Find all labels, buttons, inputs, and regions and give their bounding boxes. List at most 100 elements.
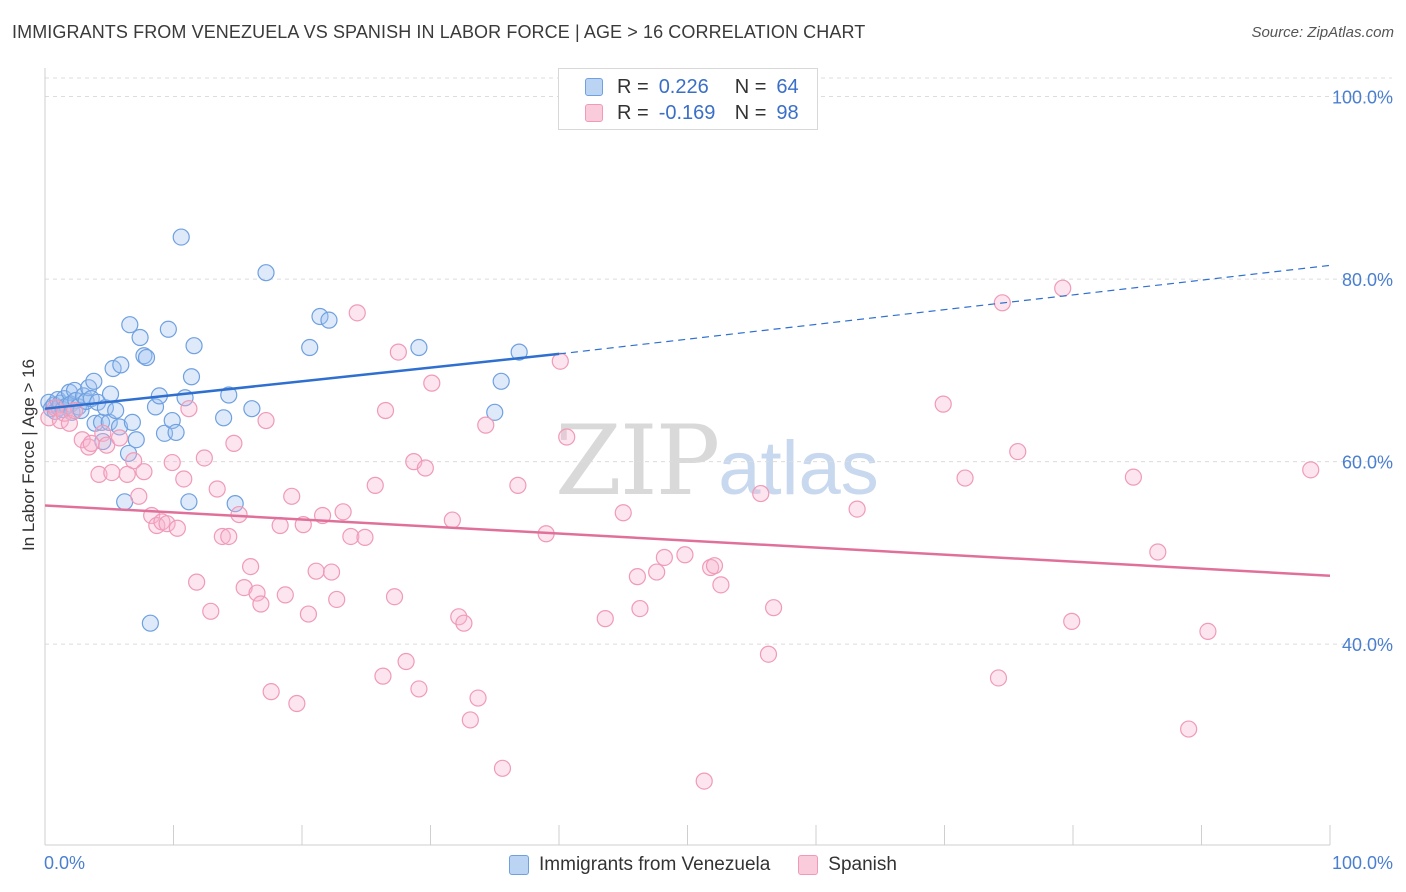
y-tick-label: 80.0% <box>1342 270 1393 290</box>
watermark-atlas: atlas <box>718 426 879 511</box>
venezuela-point <box>182 368 201 386</box>
source-label: Source: ZipAtlas.com <box>1251 24 1394 41</box>
spanish-point <box>389 343 407 361</box>
spanish-point <box>443 511 461 529</box>
spanish-point <box>110 429 129 447</box>
spanish-point <box>1302 461 1320 479</box>
spanish-point <box>202 602 220 620</box>
spanish-point <box>271 516 289 535</box>
venezuela-point <box>127 431 145 449</box>
r-value: 0.226 <box>658 75 709 98</box>
spanish-point <box>712 576 730 594</box>
spanish-point <box>60 414 79 432</box>
legend-row-venezuela: R = 0.226 N = 64 <box>585 75 799 99</box>
spanish-point <box>1054 279 1072 297</box>
spanish-point <box>461 711 479 729</box>
legend-item-spanish: Spanish <box>798 854 897 876</box>
spanish-point <box>655 548 673 567</box>
venezuela-legend-swatch <box>509 855 530 875</box>
y-tick-label: 60.0% <box>1342 453 1393 473</box>
spanish-point <box>235 578 253 597</box>
spanish-point <box>934 395 952 413</box>
x-tick-label: 100.0% <box>1332 853 1393 873</box>
venezuela-point <box>492 372 510 390</box>
spanish-point <box>1063 612 1081 630</box>
spanish-point <box>376 401 395 420</box>
spanish-point <box>248 584 266 602</box>
venezuela-trend-line <box>44 352 560 410</box>
venezuela-point <box>180 493 198 511</box>
venezuela-point <box>146 398 165 416</box>
venezuela-point <box>510 343 528 361</box>
venezuela-point <box>257 264 275 282</box>
spanish-legend-label: Spanish <box>828 854 897 875</box>
venezuela-point <box>410 338 428 357</box>
spanish-point <box>759 645 778 663</box>
venezuela-point <box>137 348 156 367</box>
spanish-point <box>90 465 108 484</box>
spanish-point <box>195 449 213 467</box>
spanish-point <box>252 595 270 613</box>
spanish-point <box>130 487 148 505</box>
spanish-point <box>596 610 614 628</box>
y-axis-title: In Labor Force | Age > 16 <box>19 359 38 551</box>
spanish-point <box>257 411 275 430</box>
spanish-point <box>135 463 153 481</box>
venezuela-point <box>131 328 149 347</box>
spanish-point <box>956 469 974 487</box>
venezuela-legend-label: Immigrants from Venezuela <box>539 854 771 875</box>
r-label: R = <box>617 101 649 124</box>
n-label: N = <box>734 75 767 98</box>
n-label: N = <box>734 101 767 124</box>
spanish-point <box>1124 468 1142 486</box>
venezuela-point <box>123 413 141 431</box>
series-legend: Immigrants from Venezuela Spanish <box>0 852 1406 878</box>
correlation-legend: R = 0.226 N = 64 R = -0.169 N = 98 <box>558 68 818 130</box>
y-tick-label: 100.0% <box>1332 88 1393 108</box>
spanish-point <box>1009 442 1027 461</box>
spanish-point <box>469 689 487 707</box>
spanish-point <box>188 573 206 591</box>
spanish-point <box>423 374 441 392</box>
spanish-point <box>695 772 713 790</box>
spanish-point <box>397 652 415 671</box>
spanish-point <box>208 480 226 498</box>
venezuela-point <box>185 337 203 355</box>
venezuela-point <box>101 385 120 403</box>
venezuela-point <box>107 401 125 420</box>
spanish-swatch <box>585 104 603 122</box>
spanish-point <box>648 563 666 581</box>
spanish-point <box>98 436 116 454</box>
spanish-point <box>366 476 384 494</box>
venezuela-point <box>85 372 103 390</box>
spanish-point <box>55 404 73 422</box>
spanish-point <box>168 519 186 537</box>
spanish-point <box>322 563 341 581</box>
spanish-point <box>180 400 198 418</box>
venezuela-point <box>135 347 153 365</box>
venezuela-point <box>226 495 244 513</box>
spanish-point <box>158 515 176 533</box>
spanish-point <box>283 487 301 505</box>
spanish-point <box>288 694 306 713</box>
spanish-point <box>1199 622 1217 641</box>
venezuela-point <box>215 409 233 427</box>
spanish-point <box>175 470 193 488</box>
venezuela-point <box>141 614 159 632</box>
spanish-point <box>509 476 527 494</box>
spanish-point <box>631 599 649 618</box>
x-tick-label: 0.0% <box>44 853 85 873</box>
spanish-point <box>752 484 770 503</box>
spanish-point <box>455 614 473 632</box>
spanish-point <box>356 528 374 546</box>
spanish-point <box>334 503 352 521</box>
venezuela-point <box>172 228 190 246</box>
spanish-legend-swatch <box>798 855 819 875</box>
spanish-point <box>477 416 495 434</box>
spanish-point <box>213 527 231 546</box>
spanish-point <box>628 568 646 586</box>
legend-row-spanish: R = -0.169 N = 98 <box>585 101 799 125</box>
watermark: ZIPatlas <box>555 405 879 517</box>
n-value: 64 <box>776 75 799 98</box>
venezuela-point <box>311 307 329 326</box>
